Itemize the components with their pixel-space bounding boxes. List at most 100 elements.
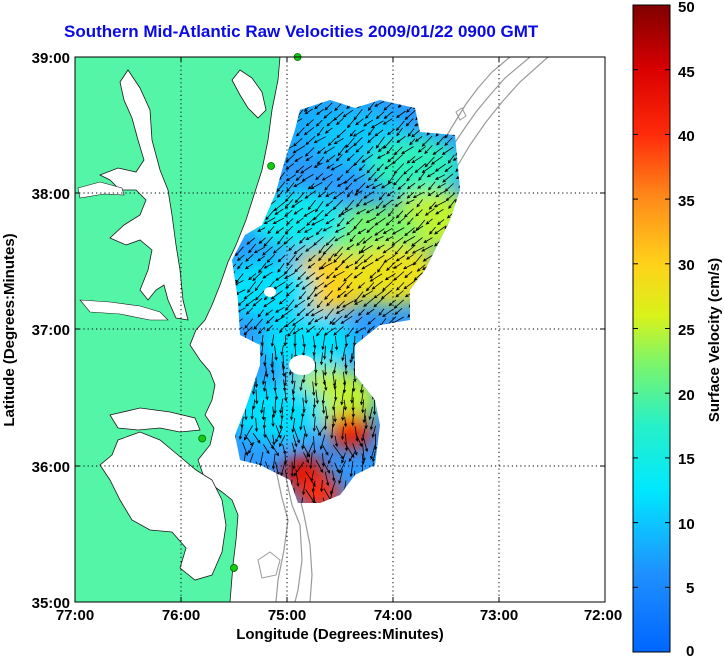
velocity-arrow — [245, 298, 256, 307]
velocity-arrow — [322, 225, 333, 232]
velocity-arrow — [346, 153, 355, 162]
velocity-arrow — [334, 261, 344, 271]
velocity-arrow — [323, 146, 335, 154]
velocity-arrow — [304, 389, 308, 405]
velocity-arrow — [298, 291, 307, 300]
velocity-arrow — [271, 444, 279, 457]
velocity-arrow — [349, 129, 356, 137]
velocity-arrow — [353, 271, 363, 279]
velocity-arrow — [409, 138, 416, 146]
velocity-arrow — [304, 227, 313, 233]
field-gap — [289, 355, 315, 375]
velocity-arrow — [246, 237, 256, 245]
velocity-arrow — [265, 309, 273, 316]
velocity-arrow — [257, 326, 265, 335]
velocity-arrow — [326, 163, 335, 169]
velocity-arrow — [366, 225, 374, 234]
velocity-region — [260, 313, 357, 374]
velocity-arrow — [403, 262, 415, 270]
velocity-arrow — [263, 444, 270, 455]
velocity-arrow — [421, 245, 433, 252]
velocity-arrow — [263, 381, 267, 392]
velocity-arrow — [403, 280, 416, 290]
velocity-arrow — [363, 254, 373, 263]
velocity-arrow — [365, 308, 375, 316]
velocity-arrow — [364, 415, 368, 430]
velocity-arrow — [260, 399, 264, 414]
velocity-arrow — [410, 237, 423, 247]
velocity-arrow — [355, 145, 364, 153]
velocity-arrow — [396, 135, 406, 144]
velocity-arrow — [263, 298, 276, 308]
velocity-arrow — [316, 300, 323, 309]
velocity-arrow — [245, 307, 254, 315]
velocity-arrow — [304, 147, 315, 157]
velocity-arrow — [243, 291, 254, 300]
velocity-arrow — [324, 379, 328, 392]
velocity-arrow — [334, 435, 339, 448]
velocity-arrow — [349, 461, 354, 478]
velocity-arrow — [304, 108, 313, 115]
y-tick-labels: 39:00 38:00 37:00 36:00 35:00 — [32, 50, 70, 612]
velocity-arrow — [293, 138, 303, 147]
velocity-arrow — [391, 236, 404, 246]
velocity-arrow — [238, 425, 244, 440]
velocity-arrow — [333, 408, 337, 423]
velocity-arrow — [319, 434, 326, 450]
velocity-arrow — [406, 254, 414, 260]
velocity-arrow — [263, 236, 273, 248]
velocity-arrow — [263, 262, 274, 269]
velocity-arrow — [235, 273, 244, 284]
velocity-region — [328, 413, 373, 450]
colorbar-tick-label: 25 — [678, 322, 695, 339]
velocity-arrow — [376, 153, 386, 159]
velocity-arrow — [336, 300, 345, 310]
velocity-arrow — [403, 165, 414, 175]
velocity-arrow — [435, 174, 446, 180]
velocity-arrow — [382, 118, 393, 125]
velocity-arrow — [306, 442, 314, 458]
velocity-arrow — [383, 254, 396, 263]
velocity-arrow — [265, 388, 269, 401]
velocity-arrow — [257, 227, 266, 232]
velocity-arrow — [271, 361, 275, 374]
hf-radar-station — [230, 564, 238, 572]
velocity-arrow — [325, 218, 335, 225]
velocity-arrow — [313, 282, 325, 290]
velocity-arrow — [293, 244, 306, 255]
velocity-arrow — [284, 199, 294, 209]
velocity-arrow — [287, 325, 297, 338]
velocity-arrow — [275, 273, 286, 281]
velocity-arrow — [283, 236, 294, 245]
velocity-arrow — [321, 173, 333, 181]
velocity-arrow — [301, 280, 314, 290]
velocity-arrow — [365, 110, 373, 119]
velocity-arrow — [275, 426, 283, 443]
velocity-arrow — [367, 101, 376, 112]
velocity-arrow — [355, 208, 366, 215]
velocity-arrow — [312, 345, 316, 356]
velocity-arrow — [393, 146, 403, 156]
velocity-arrow — [315, 173, 324, 181]
velocity-arrow — [291, 417, 296, 434]
velocity-arrow — [455, 173, 460, 180]
velocity-arrow — [365, 217, 377, 223]
velocity-arrow — [340, 390, 344, 406]
velocity-arrow — [447, 154, 455, 164]
velocity-arrow — [337, 281, 347, 291]
velocity-arrow — [394, 201, 403, 208]
velocity-arrow — [343, 272, 353, 282]
velocity-arrow — [281, 361, 286, 378]
velocity-arrow — [305, 308, 315, 317]
velocity-arrow — [334, 226, 346, 233]
velocity-arrow — [362, 408, 366, 424]
velocity-arrow — [323, 363, 327, 376]
velocity-arrow — [352, 335, 357, 347]
velocity-arrow — [353, 154, 364, 166]
velocity-arrow — [374, 101, 384, 107]
velocity-arrow — [372, 399, 377, 416]
velocity-arrow — [361, 262, 374, 270]
velocity-arrow — [411, 246, 425, 254]
velocity-arrow — [266, 253, 276, 263]
velocity-arrow — [328, 253, 335, 262]
